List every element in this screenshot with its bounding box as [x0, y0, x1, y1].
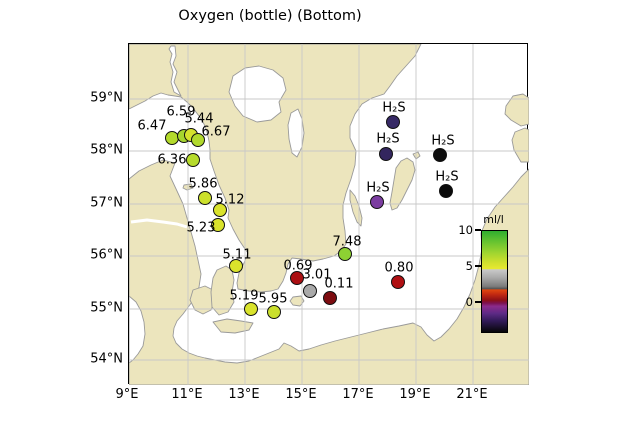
land-layer: [129, 44, 529, 385]
x-tick-label: 15°E: [285, 387, 317, 402]
lake-vanern: [228, 65, 287, 123]
x-tick-label: 9°E: [115, 387, 139, 402]
colorbar-tick-label: 0: [465, 295, 473, 310]
land-jutland-south-baltic: [129, 159, 529, 385]
map-frame: [128, 43, 529, 385]
land-scandinavia: [129, 44, 422, 293]
y-tick-label: 59°N: [90, 90, 123, 106]
y-tick-label: 57°N: [90, 195, 123, 211]
x-tick-label: 13°E: [228, 387, 260, 402]
island-bornholm: [289, 295, 305, 307]
island-hiiumaa: [504, 93, 529, 127]
island-saaremaa: [511, 127, 529, 163]
colorbar-tick-mark: [475, 265, 481, 267]
island-oland: [349, 189, 363, 227]
island-zealand: [210, 265, 235, 316]
colorbar-tick-label: 5: [465, 259, 473, 274]
colorbar-title: ml/l: [483, 213, 504, 226]
lake-vattern: [287, 108, 305, 158]
island-funen: [189, 285, 216, 315]
x-tick-label: 19°E: [399, 387, 431, 402]
colorbar-tick-mark: [475, 301, 481, 303]
island-gotland: [389, 157, 416, 211]
colorbar-tick-label: 10: [458, 223, 473, 237]
baltic-map-svg: [129, 44, 529, 385]
colorbar-tick-mark: [475, 229, 481, 231]
x-tick-label: 21°E: [456, 387, 488, 402]
colorbar: [481, 230, 508, 333]
island-faro: [412, 151, 421, 160]
water-limfjord: [130, 218, 188, 229]
x-tick-label: 17°E: [342, 387, 374, 402]
y-tick-label: 58°N: [90, 142, 123, 158]
y-tick-label: 56°N: [90, 247, 123, 263]
y-tick-label: 55°N: [90, 300, 123, 316]
water-oslofjord: [168, 45, 182, 97]
x-tick-label: 11°E: [171, 387, 203, 402]
water-german-bight: [129, 295, 146, 364]
gridlines: [129, 44, 529, 385]
island-lolland-falster: [212, 318, 254, 334]
y-tick-label: 54°N: [90, 351, 123, 367]
figure-title: Oxygen (bottle) (Bottom): [178, 8, 362, 24]
water-details-layer: [129, 45, 305, 364]
